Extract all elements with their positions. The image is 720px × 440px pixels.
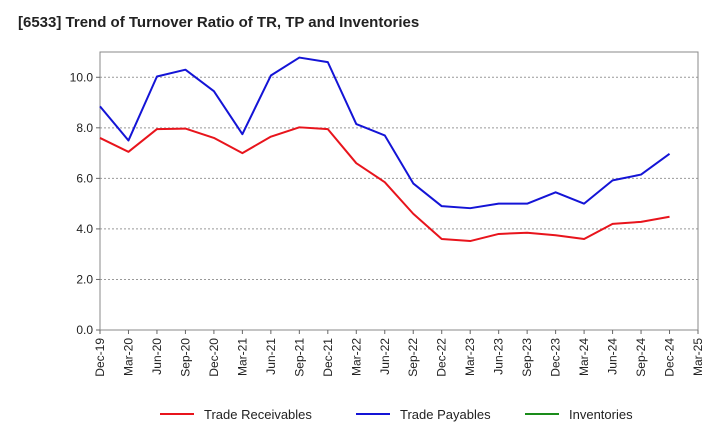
x-tick-label: Dec-19 — [93, 338, 107, 377]
x-tick-label: Sep-21 — [292, 338, 306, 377]
x-tick-label: Dec-22 — [435, 338, 449, 377]
x-tick-label: Jun-20 — [150, 338, 164, 375]
y-tick-label: 0.0 — [76, 323, 93, 337]
grid-lines — [100, 76, 698, 280]
x-axis: Dec-19 Mar-20 Jun-20 Sep-20 Dec-20 Mar-21 Jun-… — [93, 330, 705, 377]
y-tick-label: 4.0 — [76, 222, 93, 236]
y-tick-label: 6.0 — [76, 171, 93, 185]
series-line-trade-receivables — [99, 126, 670, 243]
x-tick-label: Mar-24 — [577, 338, 591, 376]
legend-label: Trade Payables — [400, 407, 491, 422]
plot-area-frame — [99, 51, 699, 331]
x-tick-label: Mar-23 — [463, 338, 477, 376]
x-tick-label: Jun-22 — [378, 338, 392, 375]
x-tick-label: Mar-20 — [121, 338, 135, 376]
series-line-trade-payables — [99, 56, 671, 210]
x-tick-label: Jun-21 — [264, 338, 278, 375]
x-tick-label: Mar-21 — [235, 338, 249, 376]
legend-label: Trade Receivables — [204, 407, 312, 422]
x-tick-label: Mar-25 — [691, 338, 705, 376]
x-tick-label: Sep-24 — [634, 338, 648, 377]
y-tick-label: 10.0 — [70, 70, 94, 84]
x-tick-label: Mar-22 — [349, 338, 363, 376]
series-lines — [99, 56, 671, 243]
legend-label: Inventories — [569, 407, 633, 422]
x-tick-label: Jun-23 — [492, 338, 506, 375]
x-tick-label: Sep-23 — [520, 338, 534, 377]
legend: Trade Receivables Trade Payables Inventori… — [160, 407, 633, 422]
x-tick-label: Jun-24 — [606, 338, 620, 375]
x-tick-label: Dec-23 — [549, 338, 563, 377]
x-tick-label: Dec-24 — [663, 338, 677, 377]
y-tick-label: 2.0 — [76, 272, 93, 286]
chart-title: [6533] Trend of Turnover Ratio of TR, TP… — [18, 14, 420, 31]
x-tick-label: Sep-22 — [406, 338, 420, 377]
x-tick-label: Sep-20 — [178, 338, 192, 377]
x-tick-label: Dec-21 — [321, 338, 335, 377]
y-tick-label: 8.0 — [76, 121, 93, 135]
y-axis: 0.0 2.0 4.0 6.0 8.0 10.0 — [70, 70, 100, 337]
x-tick-label: Dec-20 — [207, 338, 221, 377]
